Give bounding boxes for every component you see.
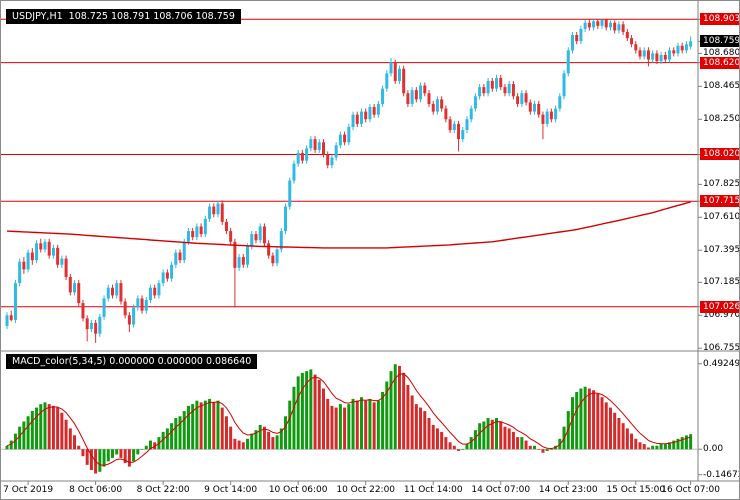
- price-tick-label: 107.825: [703, 179, 740, 190]
- time-axis-label: 14 Oct 23:00: [538, 485, 598, 495]
- price-level-label: 107.026: [700, 300, 739, 313]
- price-tick-label: 108.250: [703, 114, 740, 125]
- time-axis-label: 15 Oct 15:00: [606, 485, 666, 495]
- macd-signal-layer: [6, 373, 691, 466]
- price-tick-label: 108.680: [703, 48, 740, 59]
- time-axis-label: 10 Oct 06:00: [268, 485, 328, 495]
- candlestick-series: [5, 19, 693, 343]
- price-level-label: 108.020: [700, 148, 739, 161]
- price-tick-label: 107.610: [703, 212, 740, 223]
- price-tick-label: 106.755: [703, 343, 740, 354]
- time-axis-label: 8 Oct 22:00: [136, 485, 190, 495]
- time-axis-label: 8 Oct 06:00: [69, 485, 123, 495]
- time-axis-label: 14 Oct 07:00: [471, 485, 531, 495]
- time-axis-label: 11 Oct 14:00: [403, 485, 463, 495]
- time-axis-label: 10 Oct 22:00: [336, 485, 396, 495]
- time-axis[interactable]: 7 Oct 2019 8 Oct 06:00 8 Oct 22:00 9 Oct 14…: [1, 481, 739, 499]
- time-axis-label: 7 Oct 2019: [3, 485, 54, 495]
- macd-tick-label: -0.14672: [703, 469, 740, 480]
- price-tick-label: 107.185: [703, 277, 740, 288]
- macd-histogram: [5, 364, 693, 474]
- price-tick-label: 107.395: [703, 245, 740, 256]
- macd-tick-label: 0.49249: [703, 358, 740, 369]
- chart-header: USDJPY,H1 108.725 108.791 108.706 108.75…: [6, 9, 241, 24]
- moving-average-line[interactable]: [6, 201, 691, 249]
- price-level-label: 108.903: [700, 13, 739, 26]
- price-level-lines: [1, 18, 698, 308]
- time-axis-label: 16 Oct 07:00: [661, 485, 720, 495]
- ma-layer: [6, 201, 691, 249]
- price-tick-label: 108.465: [703, 81, 740, 92]
- current-price-label: 108.759: [700, 35, 739, 48]
- macd-signal-line: [6, 373, 691, 466]
- price-axis[interactable]: 108.680 108.465 108.250 107.825 107.610 107.3…: [698, 1, 740, 481]
- price-level-label: 107.715: [700, 195, 739, 208]
- price-tick-label: 106.970: [703, 310, 740, 321]
- time-axis-label: 9 Oct 14:00: [204, 485, 258, 495]
- price-level-label: 108.620: [700, 56, 739, 69]
- macd-tick-label: 0.00: [703, 444, 724, 455]
- macd-indicator-header: MACD_color(5,34,5) 0.000000 0.000000 0.0…: [6, 354, 258, 369]
